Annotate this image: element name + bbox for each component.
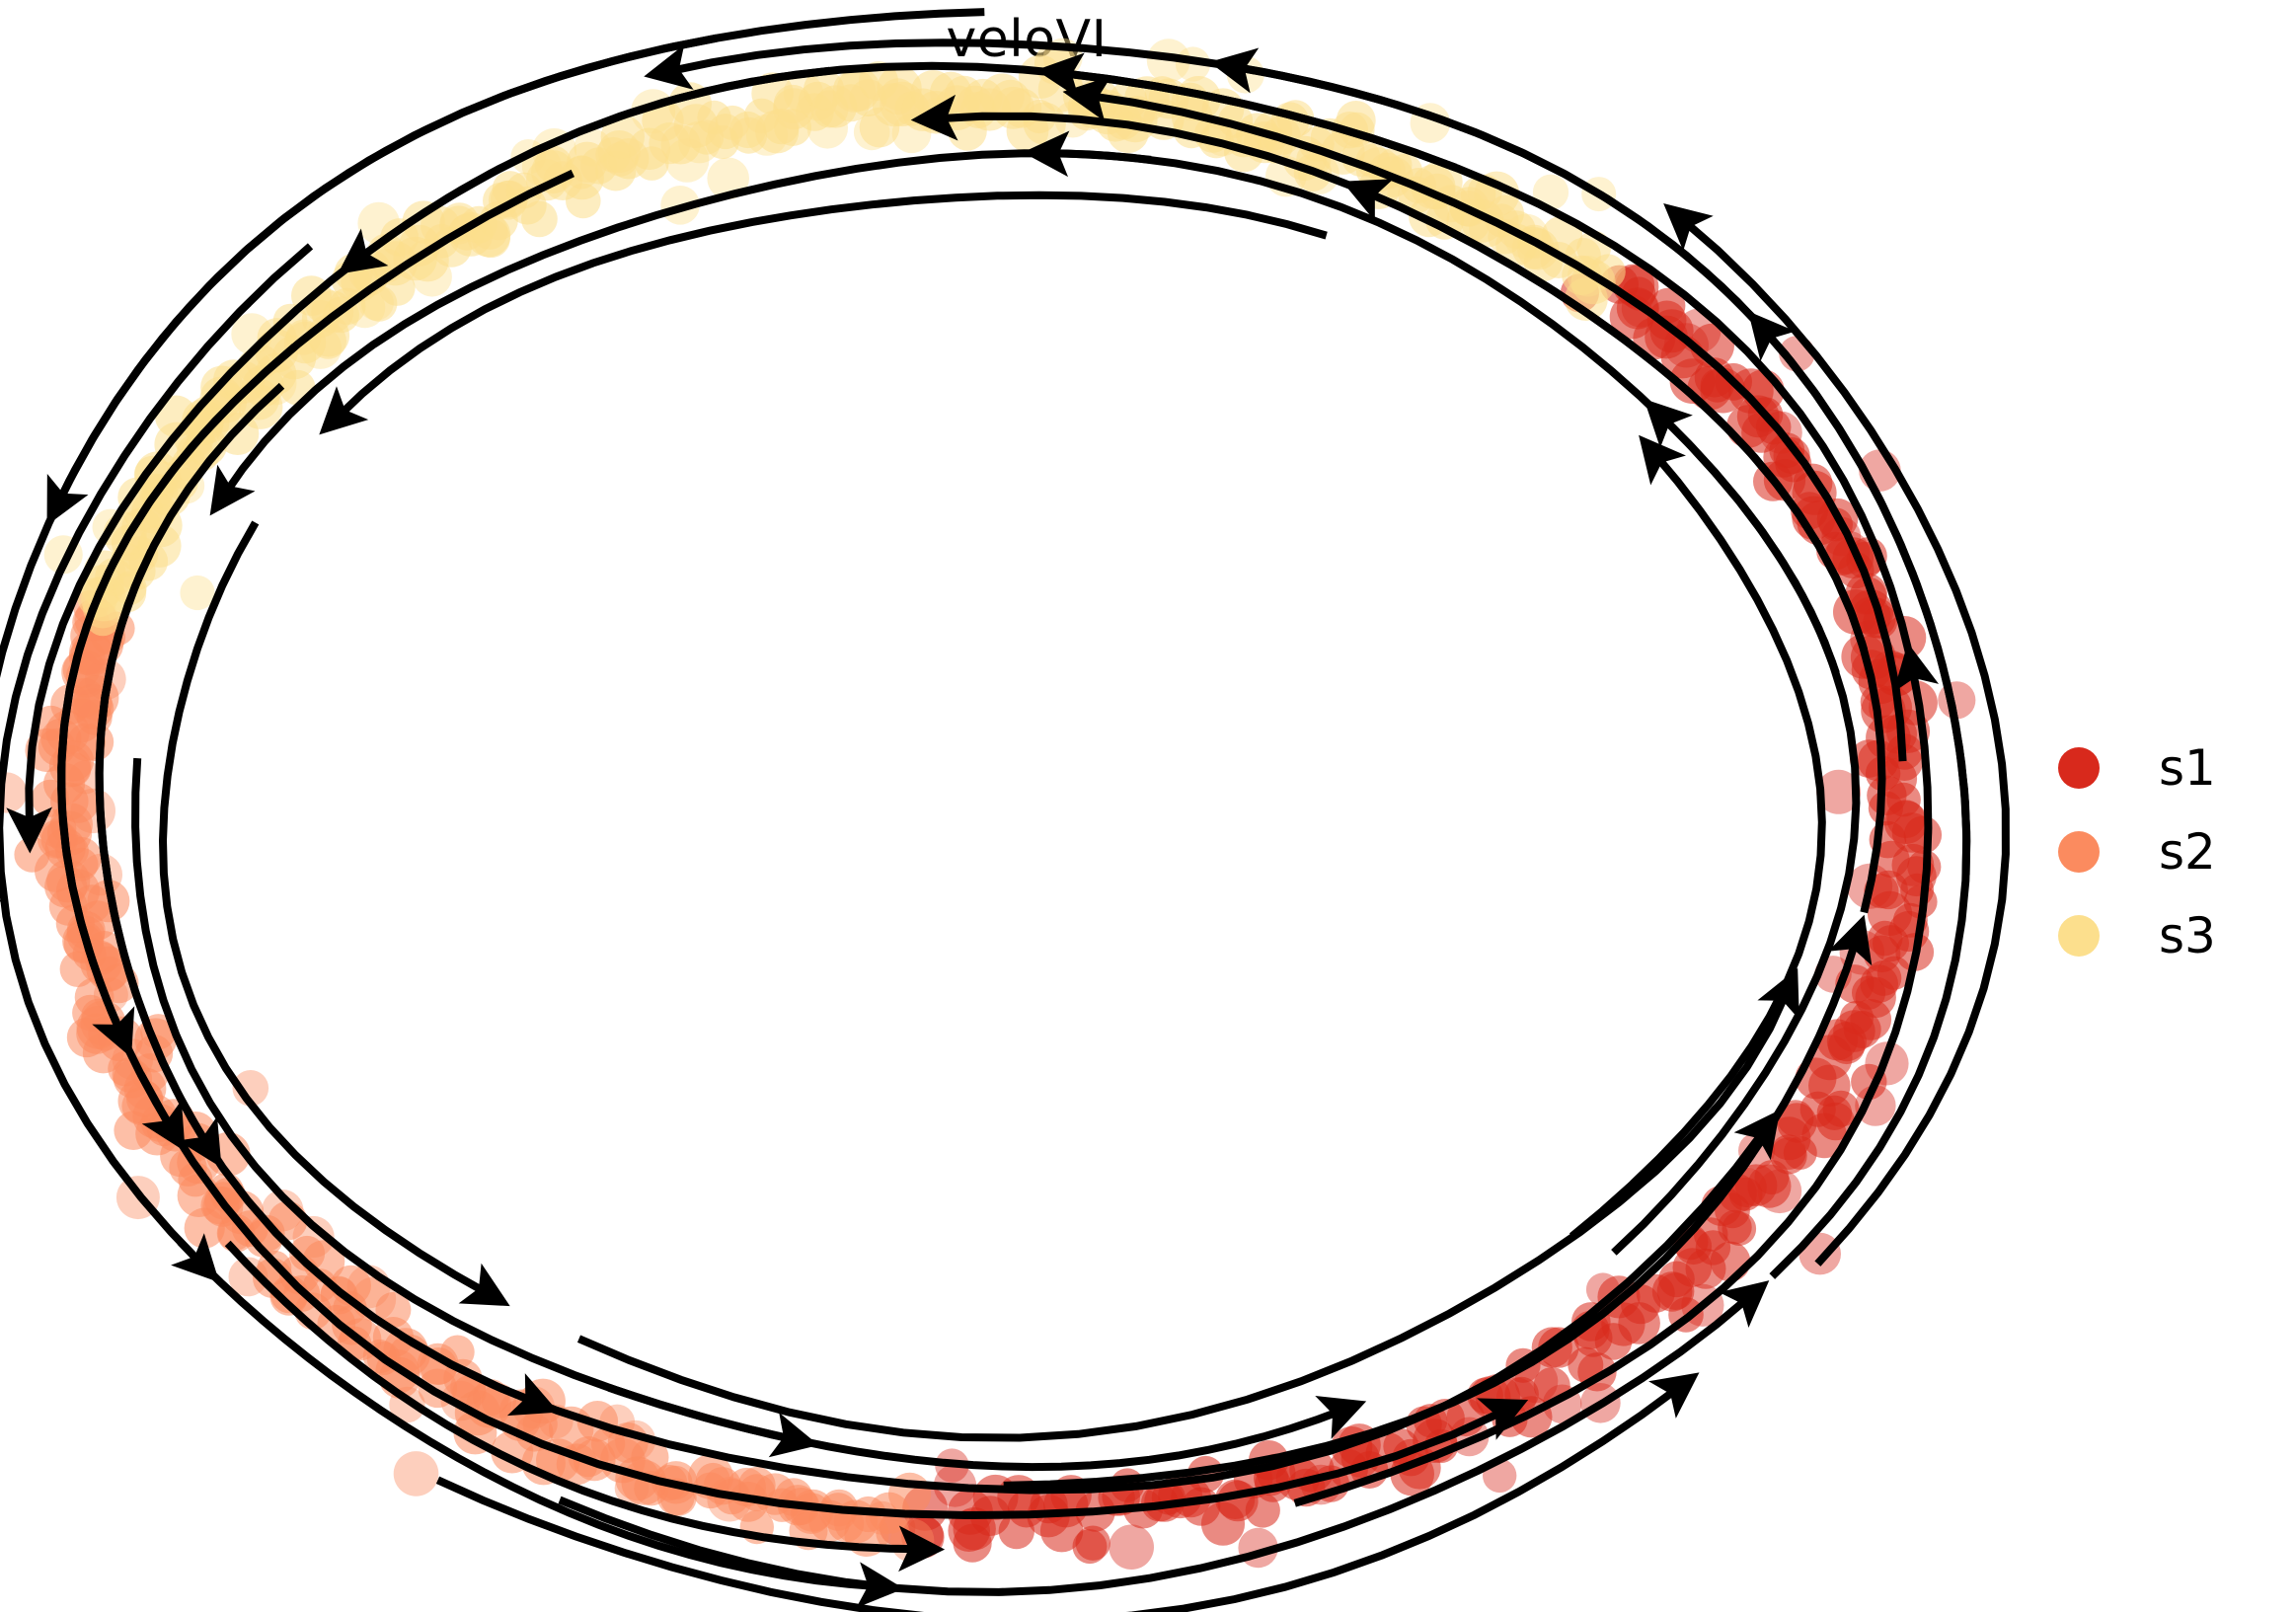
streamline xyxy=(1663,202,2010,1267)
streamline xyxy=(1209,47,1971,876)
scatter-point xyxy=(1109,1524,1154,1570)
legend: s1 s2 s3 xyxy=(2058,726,2285,977)
legend-swatch-icon-s3 xyxy=(2058,914,2100,957)
legend-label-s1: s1 xyxy=(2159,738,2216,797)
scatter-point xyxy=(1075,1525,1110,1561)
streamline xyxy=(95,382,285,1168)
scatter-points-layer xyxy=(0,38,1976,1570)
scatter-point xyxy=(180,575,215,611)
legend-item-s1[interactable]: s1 xyxy=(2058,726,2285,809)
streamline xyxy=(435,1372,1700,1612)
scatter-point xyxy=(289,1235,326,1271)
streamline xyxy=(338,61,1458,274)
streamline xyxy=(910,94,1869,652)
streamline xyxy=(399,1110,1781,1495)
streamline xyxy=(57,169,575,1058)
streamline xyxy=(95,549,559,1417)
streamline xyxy=(1293,643,1940,1507)
scatter-point xyxy=(412,257,452,297)
legend-item-s2[interactable]: s2 xyxy=(2058,809,2285,893)
streamline xyxy=(177,1239,904,1608)
streamline xyxy=(1035,52,1915,661)
scatter-point xyxy=(262,1190,304,1232)
scatter-point xyxy=(1722,1211,1757,1246)
streamline xyxy=(137,1072,1529,1520)
legend-swatch-icon-s1 xyxy=(2058,746,2100,789)
legend-swatch-icon-s2 xyxy=(2058,830,2100,873)
streamline xyxy=(558,1280,1770,1596)
scatter-point xyxy=(1816,769,1862,814)
scatter-point xyxy=(228,1257,268,1297)
streamline xyxy=(131,757,819,1458)
scatter-point xyxy=(1855,1085,1896,1126)
legend-label-s3: s3 xyxy=(2159,906,2216,964)
scatter-point xyxy=(990,79,1032,120)
scatter-point xyxy=(393,1451,439,1497)
streamline xyxy=(0,243,314,1283)
streamline xyxy=(224,1240,946,1573)
streamline xyxy=(1569,434,1826,1240)
streamline xyxy=(209,149,1152,516)
streamline xyxy=(1062,75,1907,762)
legend-label-s2: s2 xyxy=(2159,822,2216,881)
streamline xyxy=(1023,130,1840,675)
legend-item-s3[interactable]: s3 xyxy=(2058,893,2285,977)
streamline xyxy=(1003,914,1873,1490)
streamline xyxy=(319,191,1328,435)
streamline xyxy=(158,520,510,1307)
streamlines-layer xyxy=(0,8,2010,1612)
streamline xyxy=(46,8,985,526)
scatter-point xyxy=(0,772,28,813)
scatter-point xyxy=(521,200,558,238)
scatter-point xyxy=(375,1291,412,1328)
